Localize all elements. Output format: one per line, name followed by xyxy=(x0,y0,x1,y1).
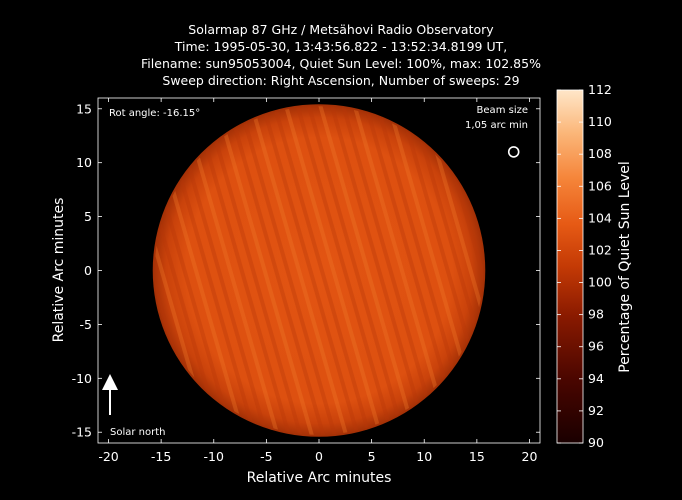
x-tick-label: -10 xyxy=(204,449,224,464)
colorbar-tick-label: 104 xyxy=(588,210,612,225)
colorbar-tick-label: 108 xyxy=(588,146,612,161)
chart-title-line-3: Filename: sun95053004, Quiet Sun Level: … xyxy=(141,56,541,71)
beam-size-value: 1,05 arc min xyxy=(465,120,528,131)
solar-disk xyxy=(152,104,486,437)
beam-size-circle xyxy=(507,146,520,158)
colorbar-label: Percentage of Quiet Sun Level xyxy=(617,161,633,373)
colorbar-tick-label: 90 xyxy=(588,435,604,450)
y-tick-label: -10 xyxy=(72,371,92,386)
colorbar-tick-label: 110 xyxy=(588,114,612,129)
y-tick-label: 15 xyxy=(76,101,92,116)
colorbar-tick-label: 94 xyxy=(588,371,604,386)
chart-title-line-2: Time: 1995-05-30, 13:43:56.822 - 13:52:3… xyxy=(174,39,508,54)
x-tick-label: -20 xyxy=(98,449,118,464)
y-tick-label: -15 xyxy=(72,425,92,440)
y-tick-label: -5 xyxy=(80,317,92,332)
x-axis: -20 -15 -10 -5 0 5 10 15 20 xyxy=(98,98,537,464)
colorbar-tick-label: 100 xyxy=(588,275,612,290)
x-tick-label: 20 xyxy=(522,449,538,464)
x-tick-label: 0 xyxy=(315,449,323,464)
x-axis-label: Relative Arc minutes xyxy=(247,470,392,486)
colorbar-axis: 90 92 94 96 98 100 102 104 106 108 110 112 xyxy=(557,82,612,450)
x-tick-label: -15 xyxy=(151,449,171,464)
beam-size-label: Beam size xyxy=(477,105,528,116)
rot-angle-annotation: Rot angle: -16.15° xyxy=(109,108,200,119)
colorbar xyxy=(556,89,584,444)
solar-north-label: Solar north xyxy=(110,427,166,438)
x-tick-label: 10 xyxy=(416,449,432,464)
colorbar-tick-label: 96 xyxy=(588,339,604,354)
colorbar-tick-label: 98 xyxy=(588,307,604,322)
colorbar-tick-label: 92 xyxy=(588,403,604,418)
colorbar-tick-label: 112 xyxy=(588,82,612,97)
chart-title-line-4: Sweep direction: Right Ascension, Number… xyxy=(162,73,520,88)
y-tick-label: 5 xyxy=(84,209,92,224)
x-tick-label: 5 xyxy=(368,449,376,464)
y-axis: -15 -10 -5 0 5 10 15 xyxy=(72,101,540,440)
colorbar-tick-label: 102 xyxy=(588,242,612,257)
y-tick-label: 10 xyxy=(76,155,92,170)
chart-title-line-1: Solarmap 87 GHz / Metsähovi Radio Observ… xyxy=(188,22,494,37)
solar-north-arrow-icon xyxy=(102,374,118,415)
x-tick-label: 15 xyxy=(469,449,485,464)
y-axis-label: Relative Arc minutes xyxy=(51,198,67,343)
colorbar-tick-label: 106 xyxy=(588,178,612,193)
x-tick-label: -5 xyxy=(260,449,272,464)
y-tick-label: 0 xyxy=(84,263,92,278)
